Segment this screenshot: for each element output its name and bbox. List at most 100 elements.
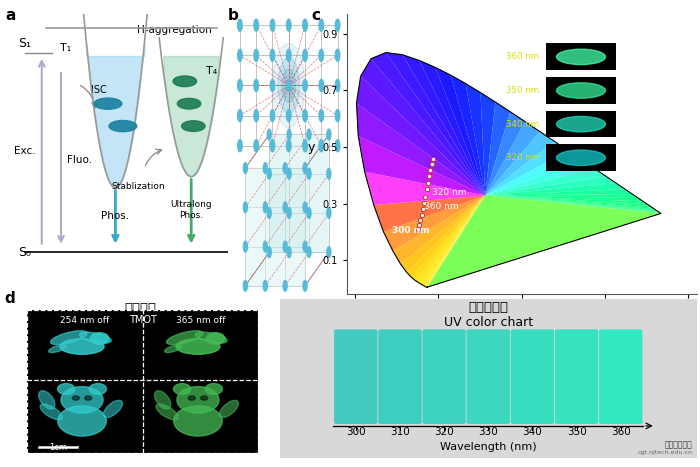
Polygon shape <box>415 195 485 282</box>
Text: TMOT: TMOT <box>129 315 157 325</box>
Ellipse shape <box>556 150 606 165</box>
Polygon shape <box>412 195 485 280</box>
Text: 300 nm: 300 nm <box>392 226 430 235</box>
Polygon shape <box>358 136 485 195</box>
Circle shape <box>205 383 223 395</box>
Circle shape <box>90 333 109 344</box>
Text: 320: 320 <box>434 427 454 438</box>
Text: ISC: ISC <box>91 85 106 95</box>
Text: 365 nm off: 365 nm off <box>176 316 225 325</box>
Circle shape <box>307 207 312 219</box>
Circle shape <box>287 168 291 179</box>
Polygon shape <box>435 67 485 195</box>
FancyBboxPatch shape <box>546 144 616 171</box>
Polygon shape <box>407 195 485 277</box>
Circle shape <box>243 280 248 291</box>
Circle shape <box>335 109 340 122</box>
Polygon shape <box>427 195 485 287</box>
Ellipse shape <box>174 406 222 436</box>
Polygon shape <box>360 59 485 195</box>
Ellipse shape <box>556 116 606 132</box>
X-axis label: x: x <box>518 319 525 332</box>
Ellipse shape <box>38 391 55 409</box>
Ellipse shape <box>188 396 195 400</box>
Polygon shape <box>402 55 485 195</box>
Text: Fluo.: Fluo. <box>67 155 92 165</box>
Ellipse shape <box>85 396 92 400</box>
Text: 350: 350 <box>567 427 587 438</box>
Circle shape <box>263 280 267 291</box>
Circle shape <box>335 49 340 62</box>
Polygon shape <box>424 195 485 286</box>
Ellipse shape <box>58 406 106 436</box>
Circle shape <box>302 140 307 152</box>
Text: Exc.: Exc. <box>14 146 36 156</box>
Circle shape <box>283 202 287 213</box>
Circle shape <box>286 19 291 31</box>
Circle shape <box>237 19 242 31</box>
Ellipse shape <box>40 404 62 420</box>
Circle shape <box>303 280 307 291</box>
FancyBboxPatch shape <box>511 329 554 424</box>
Circle shape <box>254 140 258 152</box>
Circle shape <box>319 109 323 122</box>
Circle shape <box>174 383 190 395</box>
Polygon shape <box>485 122 540 195</box>
Circle shape <box>243 163 248 174</box>
Text: 350 nm: 350 nm <box>506 86 539 95</box>
Text: 320 nm: 320 nm <box>506 153 539 162</box>
Polygon shape <box>485 195 659 212</box>
Polygon shape <box>419 60 485 195</box>
Polygon shape <box>451 75 485 195</box>
FancyBboxPatch shape <box>546 111 616 137</box>
Polygon shape <box>485 195 656 210</box>
Circle shape <box>270 140 275 152</box>
Text: d: d <box>4 291 15 306</box>
Circle shape <box>335 19 340 31</box>
Circle shape <box>267 247 272 258</box>
Circle shape <box>287 247 291 258</box>
Circle shape <box>278 57 300 113</box>
Ellipse shape <box>60 339 104 354</box>
FancyBboxPatch shape <box>546 77 616 104</box>
Polygon shape <box>485 195 661 213</box>
Polygon shape <box>427 195 485 287</box>
FancyBboxPatch shape <box>546 43 616 70</box>
Circle shape <box>61 387 103 413</box>
FancyBboxPatch shape <box>599 329 643 424</box>
Polygon shape <box>485 189 632 195</box>
Text: T₁: T₁ <box>60 43 71 53</box>
Polygon shape <box>485 195 654 209</box>
Text: Ultralong
Phos.: Ultralong Phos. <box>170 200 212 220</box>
Circle shape <box>307 247 312 258</box>
Circle shape <box>303 202 307 213</box>
Circle shape <box>286 109 291 122</box>
Circle shape <box>263 202 267 213</box>
Ellipse shape <box>49 345 66 353</box>
Polygon shape <box>427 195 485 287</box>
Text: 330: 330 <box>478 427 498 438</box>
Polygon shape <box>384 195 485 251</box>
Polygon shape <box>485 195 659 212</box>
Ellipse shape <box>50 331 87 345</box>
Circle shape <box>319 140 323 152</box>
Ellipse shape <box>556 49 606 64</box>
Text: 320 nm: 320 nm <box>432 188 466 197</box>
Polygon shape <box>393 195 485 264</box>
Circle shape <box>327 247 331 258</box>
Polygon shape <box>485 195 647 204</box>
Polygon shape <box>466 84 485 195</box>
Text: 360: 360 <box>611 427 631 438</box>
Polygon shape <box>426 195 485 287</box>
Circle shape <box>282 69 295 102</box>
FancyBboxPatch shape <box>334 329 377 424</box>
Ellipse shape <box>109 120 136 132</box>
Text: c: c <box>312 8 321 23</box>
Polygon shape <box>371 53 485 195</box>
Ellipse shape <box>72 396 79 400</box>
Text: Wavelength (nm): Wavelength (nm) <box>440 442 537 452</box>
Circle shape <box>267 168 272 179</box>
Text: H-aggregation: H-aggregation <box>136 25 211 35</box>
Circle shape <box>272 43 305 127</box>
Circle shape <box>303 163 307 174</box>
